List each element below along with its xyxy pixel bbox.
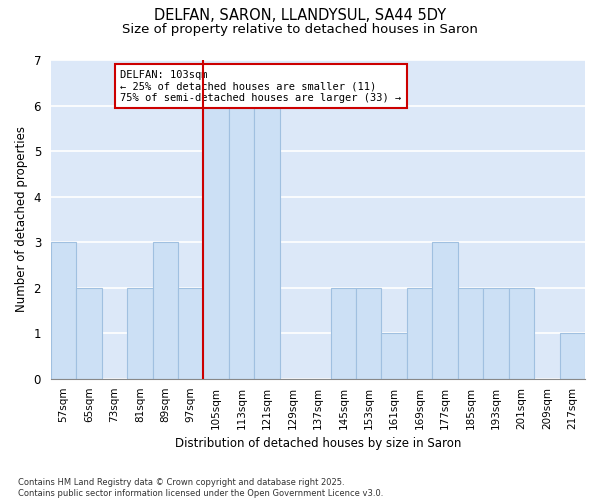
Bar [382,334,407,379]
X-axis label: Distribution of detached houses by size in Saron: Distribution of detached houses by size … [175,437,461,450]
Bar [331,288,356,379]
Bar [229,106,254,379]
Bar [127,288,152,379]
Bar [178,288,203,379]
Bar [76,288,101,379]
Text: Contains HM Land Registry data © Crown copyright and database right 2025.
Contai: Contains HM Land Registry data © Crown c… [18,478,383,498]
Bar [458,288,483,379]
Bar [356,288,382,379]
Text: Size of property relative to detached houses in Saron: Size of property relative to detached ho… [122,22,478,36]
Text: DELFAN, SARON, LLANDYSUL, SA44 5DY: DELFAN, SARON, LLANDYSUL, SA44 5DY [154,8,446,22]
Bar [560,334,585,379]
Bar [203,106,229,379]
Text: DELFAN: 103sqm
← 25% of detached houses are smaller (11)
75% of semi-detached ho: DELFAN: 103sqm ← 25% of detached houses … [120,70,401,103]
Bar [483,288,509,379]
Y-axis label: Number of detached properties: Number of detached properties [15,126,28,312]
Bar [407,288,433,379]
Bar [51,242,76,379]
Bar [254,106,280,379]
Bar [152,242,178,379]
Bar [509,288,534,379]
Bar [433,242,458,379]
